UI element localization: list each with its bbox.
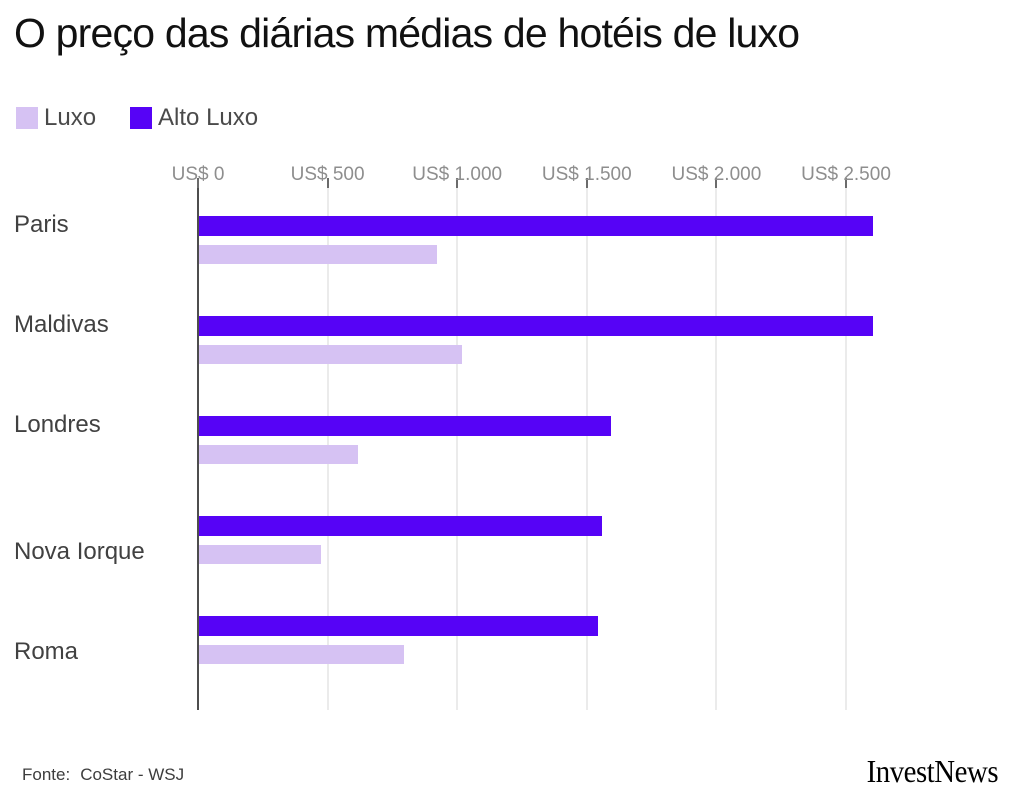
source-note: Fonte: CoStar - WSJ: [22, 765, 184, 785]
bar-alto-luxo-paris: [199, 216, 873, 236]
bar-alto-luxo-roma: [199, 616, 599, 636]
bar-luxo-paris: [199, 245, 438, 264]
category-label: Nova Iorque: [14, 538, 145, 565]
category-label: Maldivas: [14, 311, 109, 338]
x-tick-mark: [326, 178, 329, 188]
x-tick-mark: [715, 178, 718, 188]
bar-luxo-maldivas: [199, 345, 463, 364]
x-tick-mark: [845, 178, 847, 188]
legend-label-luxo: Luxo: [44, 104, 97, 131]
x-gridline: [456, 188, 459, 710]
category-label: Londres: [14, 411, 101, 438]
x-tick-mark: [197, 178, 199, 188]
x-tick-mark: [585, 178, 588, 188]
x-tick-mark: [456, 178, 459, 188]
legend: Luxo Alto Luxo: [16, 104, 258, 132]
y-axis-line: [197, 188, 199, 710]
bar-luxo-londres: [199, 445, 359, 464]
legend-item-alto-luxo: Alto Luxo: [130, 104, 258, 132]
source-text: CoStar - WSJ: [80, 765, 185, 784]
x-axis-tick-label: US$ 0: [171, 164, 225, 185]
category-label: Roma: [14, 638, 79, 665]
bar-luxo-nova-iorque: [199, 545, 321, 564]
legend-label-alto-luxo: Alto Luxo: [158, 104, 259, 131]
luxo-swatch-icon: [16, 107, 38, 129]
bar-luxo-roma: [199, 645, 404, 664]
investnews-logo: InvestNews: [866, 753, 999, 789]
legend-item-luxo: Luxo: [16, 104, 96, 132]
bar-alto-luxo-nova-iorque: [199, 516, 603, 536]
chart-title: O preço das diárias médias de hotéis de …: [14, 10, 800, 56]
bar-alto-luxo-londres: [199, 416, 612, 436]
x-axis-tick-label: US$ 1.000: [412, 164, 503, 185]
x-axis-tick-label: US$ 2.500: [801, 164, 891, 185]
x-axis-tick-label: US$ 500: [290, 164, 365, 185]
x-axis-tick-label: US$ 2.000: [671, 164, 762, 185]
source-prefix: Fonte:: [22, 765, 71, 784]
x-gridline: [585, 188, 588, 710]
x-axis-tick-label: US$ 1.500: [541, 164, 632, 185]
category-label: Paris: [14, 211, 69, 238]
alto-luxo-swatch-icon: [130, 107, 153, 129]
x-gridline: [715, 188, 718, 710]
x-gridline: [845, 188, 847, 710]
bar-alto-luxo-maldivas: [199, 316, 873, 336]
